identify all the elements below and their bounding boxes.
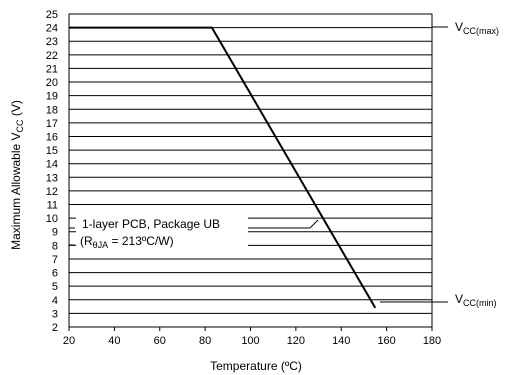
annotation-line-1: 1-layer PCB, Package UB <box>82 217 220 231</box>
y-tick-13: 13 <box>46 172 58 184</box>
y-tick-14: 14 <box>46 159 58 171</box>
annotation-leader-2 <box>309 219 319 229</box>
y-tick-22: 22 <box>46 50 58 62</box>
x-axis-title: Temperature (ºC) <box>210 359 302 373</box>
y-tick-6: 6 <box>52 268 58 280</box>
y-tick-24: 24 <box>46 23 58 35</box>
x-tick-120: 120 <box>287 335 305 347</box>
y-tick-16: 16 <box>46 131 58 143</box>
y-tick-21: 21 <box>46 63 58 75</box>
x-tick-labels: 20 40 60 80 100 120 140 160 180 <box>63 327 441 347</box>
series-line <box>69 26 377 309</box>
y-tick-5: 5 <box>52 281 58 293</box>
vcc-min-label: VCC(min) <box>455 292 497 308</box>
x-tick-160: 160 <box>377 335 395 347</box>
y-tick-3: 3 <box>52 308 58 320</box>
y-tick-20: 20 <box>46 77 58 89</box>
y-tick-18: 18 <box>46 104 58 116</box>
y-tick-11: 11 <box>47 200 58 212</box>
y-tick-4: 4 <box>52 295 58 307</box>
y-axis-title: Maximum Allowable VCC (V) <box>9 100 25 250</box>
x-tick-80: 80 <box>199 335 211 347</box>
vcc-max-label: VCC(max) <box>455 20 499 36</box>
y-tick-17: 17 <box>46 118 58 130</box>
x-tick-100: 100 <box>241 335 259 347</box>
y-tick-23: 23 <box>46 36 58 48</box>
x-tick-40: 40 <box>108 335 120 347</box>
x-tick-20: 20 <box>63 335 75 347</box>
y-tick-12: 12 <box>46 186 58 198</box>
y-tick-2: 2 <box>52 322 58 334</box>
y-tick-25: 25 <box>46 9 58 21</box>
plot-frame <box>68 13 433 328</box>
y-tick-19: 19 <box>46 91 58 103</box>
y-tick-8: 8 <box>52 240 58 252</box>
y-tick-7: 7 <box>52 254 58 266</box>
y-tick-10: 10 <box>46 213 58 225</box>
x-tick-60: 60 <box>154 335 166 347</box>
x-tick-140: 140 <box>332 335 350 347</box>
x-tick-180: 180 <box>423 335 441 347</box>
grid <box>69 13 432 328</box>
y-tick-9: 9 <box>52 227 58 239</box>
y-tick-15: 15 <box>46 145 58 157</box>
annotation-line-2: (RθJA = 213ºC/W) <box>80 234 174 250</box>
annotation-bg <box>76 212 248 253</box>
